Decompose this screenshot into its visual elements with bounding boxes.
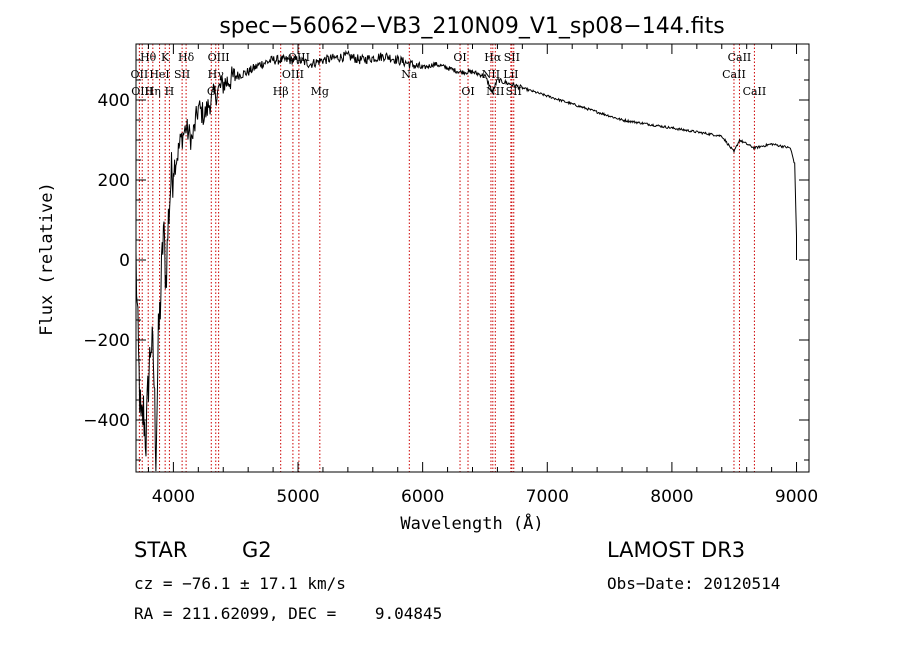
- line-label: OIII: [288, 51, 310, 64]
- line-label: CaII: [722, 68, 746, 81]
- line-label: Na: [401, 68, 418, 81]
- line-label: OIII: [131, 85, 153, 98]
- y-tick-label: −400: [83, 411, 130, 431]
- x-axis-label: Wavelength (Å): [400, 512, 543, 534]
- line-label: LiI: [503, 68, 518, 81]
- line-label: NII: [482, 68, 500, 81]
- chart-title: spec−56062−VB3_210N09_V1_sp08−144.fits: [219, 14, 724, 39]
- x-tick-label: 5000: [276, 487, 319, 507]
- line-label: SII: [174, 68, 190, 81]
- y-tick-label: −200: [83, 331, 130, 351]
- x-tick-label: 8000: [650, 487, 693, 507]
- y-tick-label: 200: [98, 171, 130, 191]
- spectrum-line: [135, 49, 797, 472]
- y-tick-label: 0: [119, 251, 130, 271]
- line-label: Hη: [145, 85, 161, 98]
- redshift-cz: cz = −76.1 ± 17.1 km/s: [134, 574, 346, 593]
- y-tick-label: 400: [98, 91, 130, 111]
- line-label: OIII: [282, 68, 304, 81]
- x-tick-label: 6000: [401, 487, 444, 507]
- line-label: CaII: [743, 85, 767, 98]
- object-class: STAR: [134, 538, 188, 562]
- y-axis-ticks: −400 −200 0 200 400: [83, 59, 809, 461]
- line-label: H: [165, 85, 175, 98]
- line-label: Hβ: [273, 85, 289, 98]
- line-label: OI: [453, 51, 466, 64]
- ra-dec: RA = 211.62099, DEC = 9.04845: [134, 604, 443, 623]
- survey-name: LAMOST DR3: [607, 538, 746, 562]
- plot-frame: [135, 43, 810, 473]
- object-subclass: G2: [242, 538, 272, 562]
- line-label: K: [161, 51, 170, 64]
- line-label: OI: [461, 85, 474, 98]
- x-tick-label: 9000: [775, 487, 818, 507]
- line-label: Hδ: [178, 51, 195, 64]
- line-label: Hθ: [140, 51, 157, 64]
- line-label: Mg: [311, 85, 329, 98]
- line-label: OIII: [208, 51, 230, 64]
- line-label: OII: [131, 68, 149, 81]
- line-label: NII: [486, 85, 504, 98]
- line-label: Hα: [484, 51, 502, 64]
- line-label: G: [207, 85, 216, 98]
- line-label: SII: [504, 51, 520, 64]
- x-axis-ticks: 4000 5000 6000 7000 8000 9000: [147, 44, 818, 507]
- x-tick-label: 4000: [152, 487, 195, 507]
- x-tick-label: 7000: [526, 487, 569, 507]
- line-label: CaII: [728, 51, 752, 64]
- line-label: HeI: [149, 68, 169, 81]
- emission-line-markers: [138, 44, 755, 472]
- line-label: Hγ: [208, 68, 225, 81]
- line-label: SII: [506, 85, 522, 98]
- observation-date: Obs−Date: 20120514: [607, 574, 781, 593]
- y-axis-label: Flux (relative): [37, 182, 57, 336]
